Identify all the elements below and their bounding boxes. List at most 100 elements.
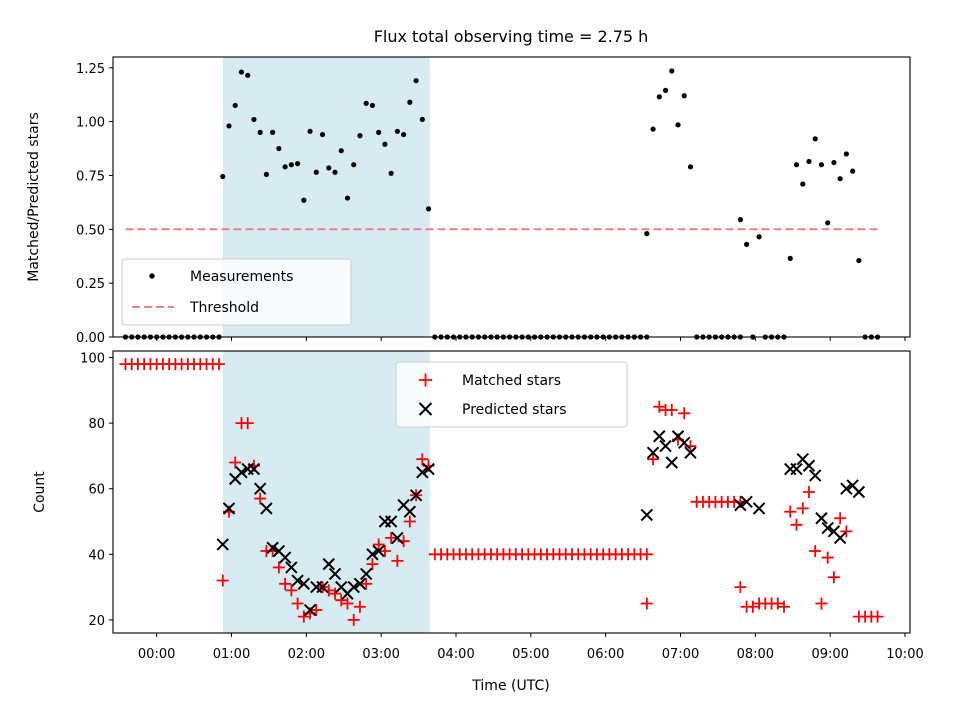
legend-matched-label: Matched stars [462, 373, 561, 389]
bottom-y-tick-label: 40 [88, 548, 105, 563]
measurement-point [357, 133, 363, 139]
measurement-point [656, 94, 662, 100]
measurement-point [413, 78, 419, 84]
predicted-stars-point [784, 462, 797, 476]
matched-stars-point [213, 358, 226, 371]
measurement-point [307, 128, 313, 134]
measurement-point [344, 195, 351, 201]
matched-stars-point [416, 453, 429, 466]
x-axis-label: Time (UTC) [471, 678, 549, 694]
matched-stars-point [827, 571, 840, 584]
measurement-point [338, 148, 344, 154]
measurement-point [669, 68, 675, 74]
measurement-point [276, 145, 282, 152]
measurement-point [376, 129, 382, 135]
predicted-stars-point [790, 462, 803, 476]
predicted-stars-point [852, 485, 866, 499]
matched-stars-point [291, 597, 304, 610]
predicted-stars-point [247, 462, 261, 476]
measurement-point [388, 170, 394, 176]
matched-stars-point [647, 453, 660, 466]
measurement-point [425, 206, 432, 212]
matched-stars-point [378, 545, 391, 558]
matched-stars-point [678, 407, 691, 420]
matched-stars-point [746, 600, 759, 613]
matched-stars-point [809, 545, 822, 558]
top-y-tick-label: 0.50 [76, 223, 105, 238]
matched-stars-point [216, 574, 229, 587]
matched-stars-point [840, 525, 853, 538]
top-axes-frame [112, 56, 911, 338]
measurement-point [363, 100, 369, 106]
matched-stars-point [279, 577, 292, 590]
top-y-tick-label: 1.00 [76, 116, 105, 131]
bottom-legend-box [395, 361, 628, 428]
matched-stars-point [403, 515, 416, 528]
matched-stars-point [734, 581, 747, 594]
predicted-stars-point [316, 580, 329, 594]
predicted-stars-point [653, 430, 666, 443]
predicted-stars-point [291, 574, 304, 587]
measurement-point [226, 123, 232, 129]
top-panel: 0.00 0.25 0.50 0.75 1.00 1.25 Matched/Predict… [26, 56, 911, 346]
predicted-stars-point [833, 531, 847, 545]
measurement-point [294, 161, 301, 167]
measurement-point [232, 102, 238, 109]
matched-stars-point [341, 597, 354, 610]
predicted-stars-point [416, 466, 429, 479]
predicted-stars-point [322, 557, 335, 571]
measurement-point [681, 93, 687, 99]
measurement-point [662, 87, 669, 93]
x-tick-label: 03:00 [362, 647, 399, 662]
predicted-stars-point [359, 567, 373, 581]
predicted-stars-point [216, 538, 229, 551]
bottom-panel: 20 40 60 80 100 00:00 01:00 02:00 03:00 04:00 05:0… [32, 350, 924, 694]
measurement-point [270, 129, 276, 135]
matched-stars-point [871, 610, 884, 623]
measurement-point [650, 126, 656, 132]
predicted-stars-point [297, 577, 311, 591]
matched-stars-point [385, 531, 398, 544]
matched-stars-point [778, 600, 791, 613]
predicted-stars-point [266, 541, 279, 554]
matched-stars-point [329, 587, 342, 600]
matched-stars-point [297, 610, 310, 623]
predicted-stars-point [640, 508, 654, 522]
matched-stars-point [815, 597, 828, 610]
measurement-point [419, 116, 425, 123]
measurement-point [263, 171, 270, 177]
predicted-stars-point [802, 459, 816, 472]
matched-stars-point [241, 417, 254, 430]
top-y-tick-label: 0.25 [76, 277, 105, 292]
predicted-stars-point [821, 521, 834, 535]
predicted-stars-point [752, 502, 766, 515]
legend-measurements-marker [149, 273, 155, 279]
measurement-point [369, 102, 376, 109]
measurement-point [238, 69, 245, 75]
predicted-stars-point [422, 462, 435, 476]
measurement-point [850, 168, 856, 174]
measurement-point [825, 220, 831, 226]
measurement-point [687, 164, 694, 170]
measurement-point [800, 181, 806, 187]
matched-stars-point [640, 597, 653, 610]
bottom-y-tick-label: 60 [88, 483, 105, 498]
measurement-point [301, 197, 307, 203]
measurement-point [806, 158, 812, 165]
measurement-point [288, 162, 294, 168]
measurement-point [251, 116, 257, 123]
measurement-point [793, 162, 800, 168]
matched-stars-point [834, 512, 847, 525]
predicted-stars-point [665, 456, 678, 469]
measurement-point [313, 169, 319, 175]
predicted-stars-point [278, 551, 292, 564]
matched-stars-point [784, 505, 797, 518]
measurement-point [382, 141, 388, 147]
measurement-point [319, 131, 326, 138]
predicted-stars-point [303, 603, 317, 617]
x-tick-label: 05:00 [512, 647, 549, 662]
legend-predicted-marker [418, 402, 433, 416]
matched-stars-point [665, 404, 678, 417]
measurement-point [326, 165, 332, 171]
